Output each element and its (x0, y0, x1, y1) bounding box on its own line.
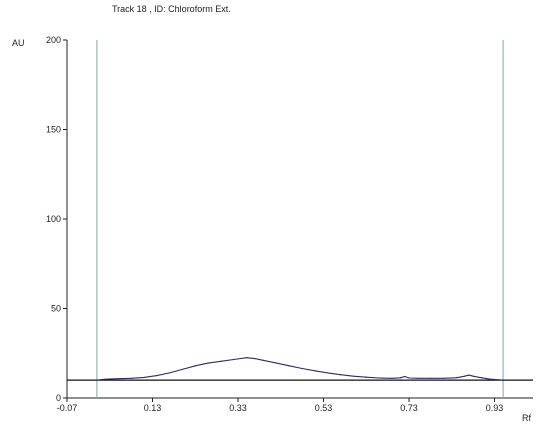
trace-point (352, 375, 355, 377)
trace-point (442, 377, 444, 379)
trace-point (288, 365, 290, 367)
trace-point (181, 368, 184, 370)
trace-point (340, 374, 342, 376)
trace-point (481, 377, 483, 379)
trace-point (117, 378, 119, 380)
trace-point (489, 378, 491, 380)
trace-point (472, 375, 474, 377)
trace-point (245, 357, 248, 359)
chart-title: Track 18 , ID: Chloroform Ext. (112, 4, 231, 14)
trace-point (455, 377, 457, 379)
x-tick-label: 0.53 (315, 403, 333, 413)
trace-point (416, 377, 419, 379)
x-tick-label: -0.07 (57, 403, 78, 413)
trace-point (254, 358, 256, 360)
trace-point (301, 367, 303, 370)
densitogram-trace (96, 357, 504, 381)
y-axis-label: AU (12, 38, 25, 48)
trace-point (96, 379, 98, 381)
trace-point (314, 370, 316, 372)
trace-point (233, 358, 235, 361)
x-axis-label: Rf (522, 413, 531, 423)
trace-point (365, 376, 367, 378)
trace-point (463, 375, 466, 377)
trace-point (143, 376, 145, 379)
plot-area: 0 50 100 150 200 -0.07 0.13 0.33 0.53 0.73 0.93 (46, 35, 533, 413)
trace-point (207, 362, 209, 364)
trace-point (391, 377, 393, 379)
trace-point (275, 362, 278, 364)
trace-point (104, 378, 107, 380)
trace-point (220, 360, 222, 362)
x-tick-label: 0.13 (144, 403, 162, 413)
x-tick-label: 0.73 (400, 403, 418, 413)
trace-point (263, 359, 265, 362)
trace-point (404, 375, 406, 378)
x-tick-label: 0.93 (486, 403, 504, 413)
trace-point (408, 377, 410, 379)
y-tick-label: 0 (56, 393, 61, 403)
trace-point (468, 374, 470, 376)
y-tick-label: 100 (46, 214, 61, 224)
trace-point (378, 377, 380, 379)
trace-point (194, 365, 196, 367)
trace-point (169, 372, 171, 374)
trace-point (130, 377, 132, 379)
trace-point (399, 377, 402, 379)
trace-point (156, 375, 158, 377)
trace-point (502, 379, 504, 381)
x-tick-label: 0.33 (229, 403, 247, 413)
trace-point (327, 372, 329, 374)
trace-point (429, 377, 431, 379)
y-tick-label: 150 (46, 125, 61, 135)
y-tick-label: 50 (51, 304, 61, 314)
y-tick-label: 200 (46, 35, 61, 45)
